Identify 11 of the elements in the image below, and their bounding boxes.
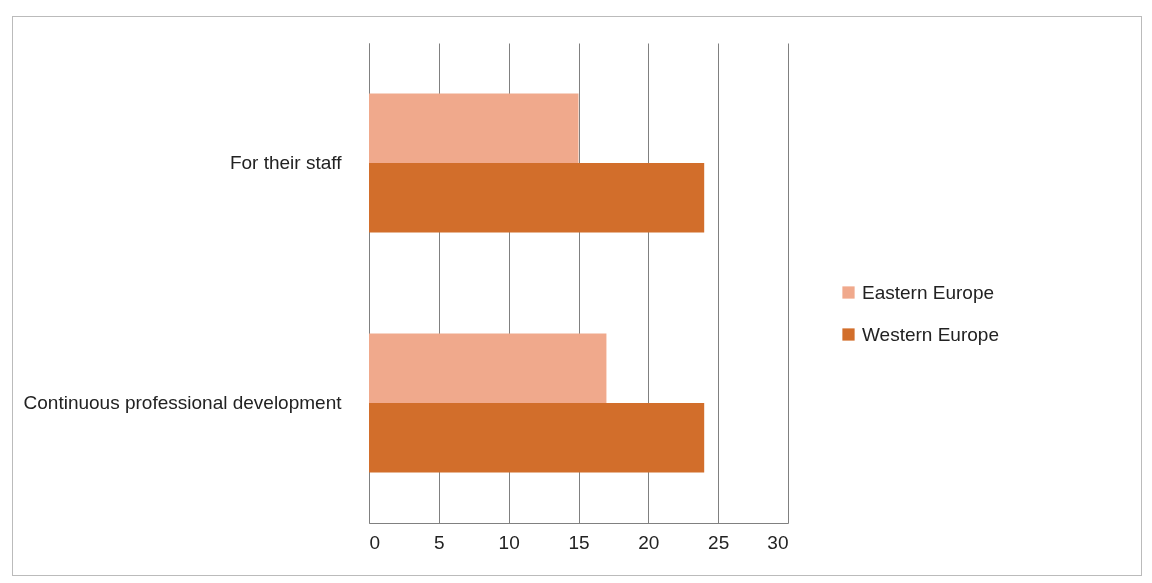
x-tick-label: 5 [434,531,445,553]
x-tick-label: 30 [767,531,789,553]
x-tick-label: 0 [369,531,381,553]
y-tick-label: Continuous professional development [23,392,343,413]
y-tick-label: For their staff [229,152,343,173]
x-tick-label: 20 [638,531,660,553]
legend-label: Eastern Europe [862,281,995,303]
x-tick-label: 25 [708,531,730,553]
legend-label: Western Europe [862,323,999,345]
x-tick-label: 10 [498,531,520,553]
x-tick-label: 15 [568,531,590,553]
